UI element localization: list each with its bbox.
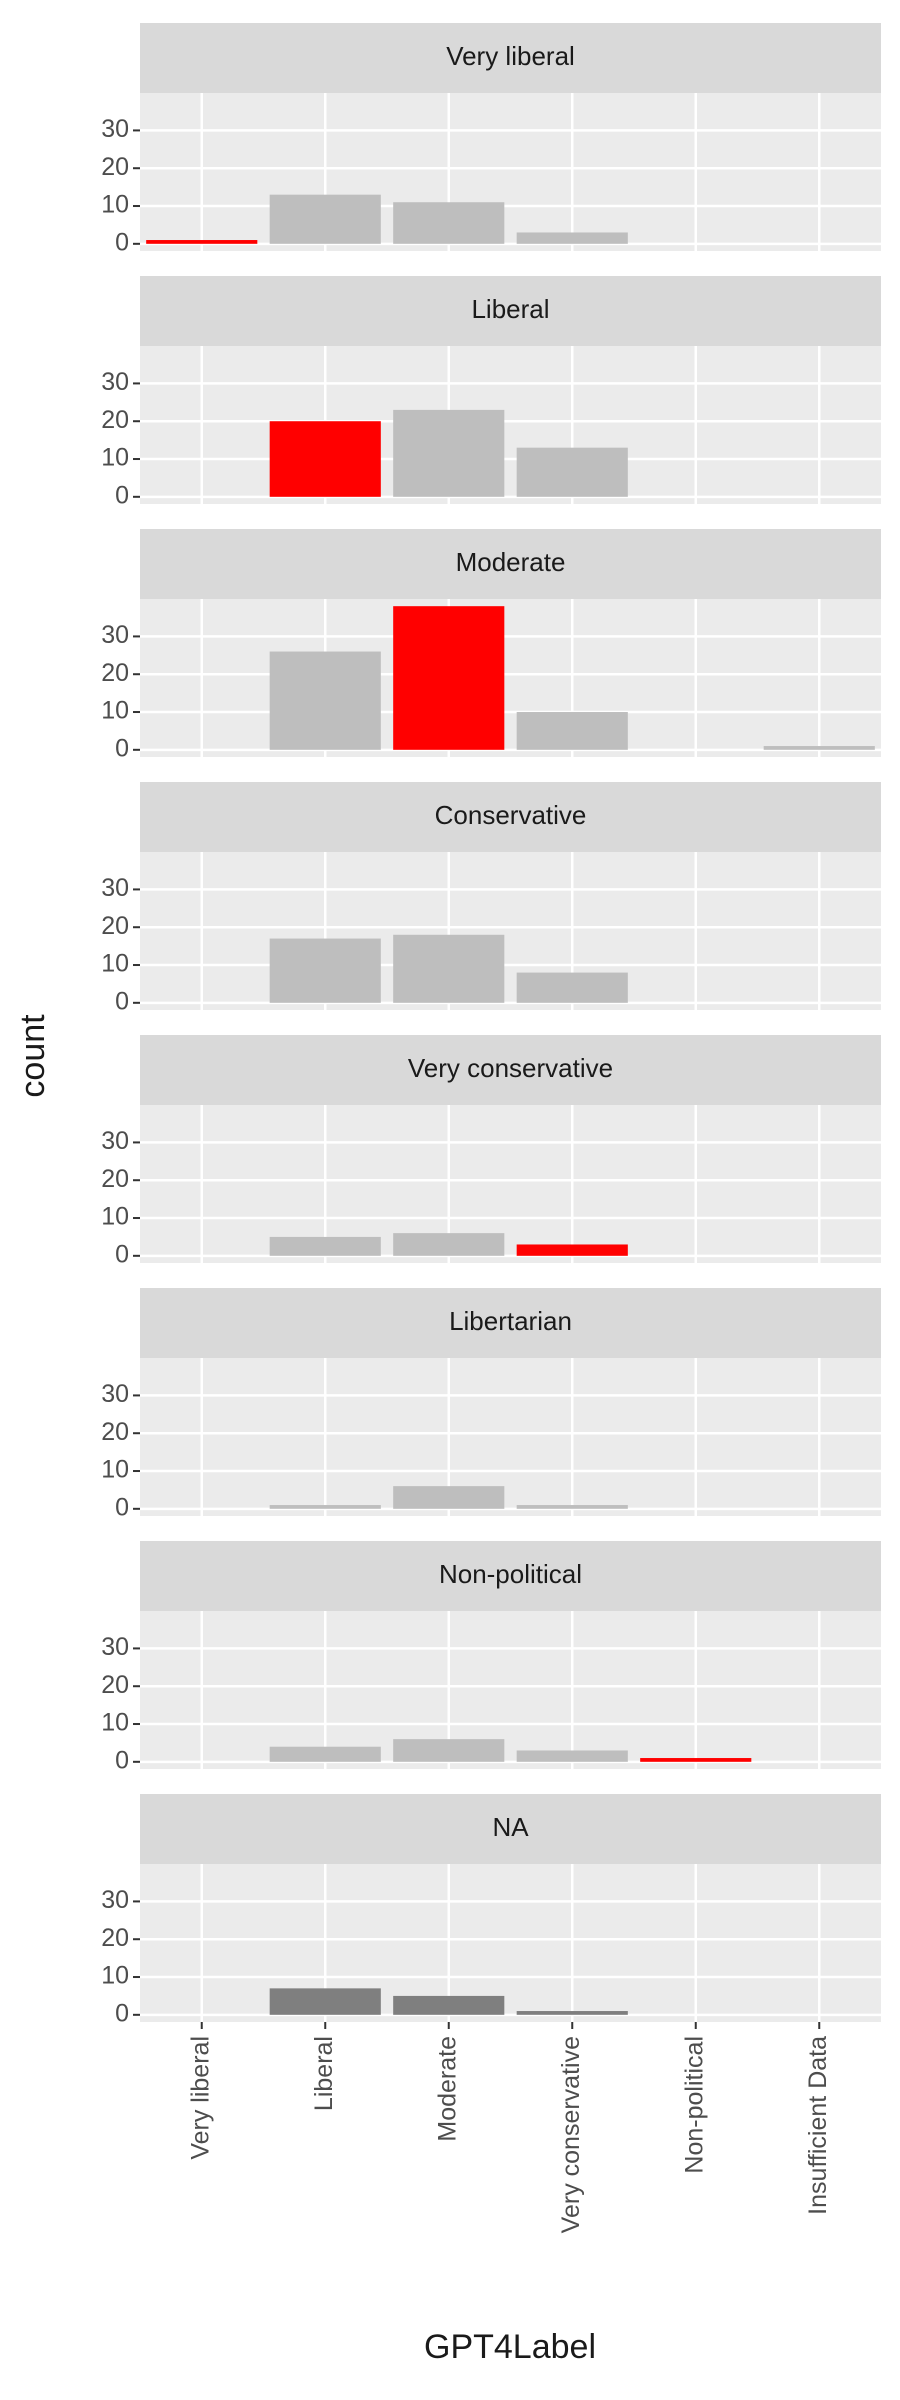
bar — [146, 240, 258, 244]
bar — [516, 712, 628, 750]
bar — [393, 1233, 505, 1256]
y-tick-label: 10 — [101, 1203, 129, 1231]
y-tick-label: 30 — [101, 115, 129, 143]
bar — [393, 1995, 505, 2015]
bar — [516, 1244, 628, 1256]
x-tick-label: Moderate — [433, 2036, 461, 2142]
strip-label: Moderate — [456, 547, 566, 577]
panel-background — [140, 93, 881, 251]
panel-background — [140, 1611, 881, 1769]
panel-background — [140, 1864, 881, 2022]
strip — [140, 529, 881, 599]
y-tick-label: 10 — [101, 191, 129, 219]
y-tick-label: 30 — [101, 1380, 129, 1408]
panel-background — [140, 346, 881, 504]
y-tick-label: 0 — [115, 1999, 129, 2027]
strip-label: Conservative — [435, 800, 587, 830]
x-axis-title: GPT4Label — [424, 2328, 596, 2366]
y-tick-label: 0 — [115, 1240, 129, 1268]
strip-label: Liberal — [471, 294, 549, 324]
y-tick-label: 0 — [115, 228, 129, 256]
x-tick-label: Liberal — [310, 2036, 338, 2111]
y-tick-label: 20 — [101, 406, 129, 434]
x-tick-label: Very conservative — [557, 2036, 585, 2233]
x-tick-label: Insufficient Data — [804, 2036, 832, 2215]
y-tick-label: 30 — [101, 1633, 129, 1661]
strip — [140, 1794, 881, 1864]
y-tick-label: 30 — [101, 1886, 129, 1914]
bar — [269, 651, 381, 750]
y-tick-label: 30 — [101, 874, 129, 902]
bar — [269, 194, 381, 244]
y-tick-label: 20 — [101, 1671, 129, 1699]
panel-background — [140, 1358, 881, 1516]
bar — [269, 938, 381, 1003]
y-tick-label: 20 — [101, 1418, 129, 1446]
y-tick-label: 10 — [101, 1456, 129, 1484]
bar — [516, 972, 628, 1003]
x-tick-label: Very liberal — [186, 2036, 214, 2160]
y-tick-label: 20 — [101, 1924, 129, 1952]
strip — [140, 782, 881, 852]
y-tick-label: 0 — [115, 481, 129, 509]
bar — [516, 232, 628, 244]
y-tick-label: 0 — [115, 1493, 129, 1521]
bar — [393, 1739, 505, 1762]
y-tick-label: 10 — [101, 1709, 129, 1737]
bar — [269, 1988, 381, 2015]
panel-background — [140, 1105, 881, 1263]
strip-label: Very conservative — [408, 1053, 613, 1083]
y-tick-label: 10 — [101, 950, 129, 978]
y-tick-label: 20 — [101, 1165, 129, 1193]
y-tick-label: 0 — [115, 734, 129, 762]
bar — [516, 1750, 628, 1762]
bar — [393, 202, 505, 244]
panel-background — [140, 852, 881, 1010]
strip-label: Non-political — [439, 1559, 582, 1589]
bar — [393, 1486, 505, 1509]
panel-background — [140, 599, 881, 757]
bar — [516, 447, 628, 497]
strip-label: Libertarian — [449, 1306, 572, 1336]
bar — [269, 1746, 381, 1762]
y-tick-label: 20 — [101, 912, 129, 940]
y-tick-label: 10 — [101, 1962, 129, 1990]
x-tick-label: Non-political — [680, 2036, 708, 2174]
y-tick-label: 30 — [101, 1127, 129, 1155]
y-tick-label: 30 — [101, 621, 129, 649]
y-tick-label: 30 — [101, 368, 129, 396]
bar — [640, 1758, 752, 1762]
y-tick-label: 10 — [101, 444, 129, 472]
bar — [393, 409, 505, 497]
strip-label: NA — [492, 1812, 529, 1842]
strip-label: Very liberal — [446, 41, 575, 71]
strip — [140, 1541, 881, 1611]
y-tick-label: 20 — [101, 659, 129, 687]
y-tick-label: 0 — [115, 1746, 129, 1774]
bar — [269, 1505, 381, 1509]
bar — [269, 421, 381, 497]
strip — [140, 1288, 881, 1358]
y-tick-label: 10 — [101, 697, 129, 725]
strip — [140, 1035, 881, 1105]
bar — [393, 934, 505, 1003]
bar — [269, 1236, 381, 1256]
bar — [516, 1505, 628, 1509]
bar — [516, 2011, 628, 2015]
bar — [763, 746, 875, 750]
y-tick-label: 0 — [115, 987, 129, 1015]
strip — [140, 276, 881, 346]
y-tick-label: 20 — [101, 153, 129, 181]
bar — [393, 606, 505, 750]
strip — [140, 23, 881, 93]
y-axis-title: count — [14, 1014, 52, 1098]
